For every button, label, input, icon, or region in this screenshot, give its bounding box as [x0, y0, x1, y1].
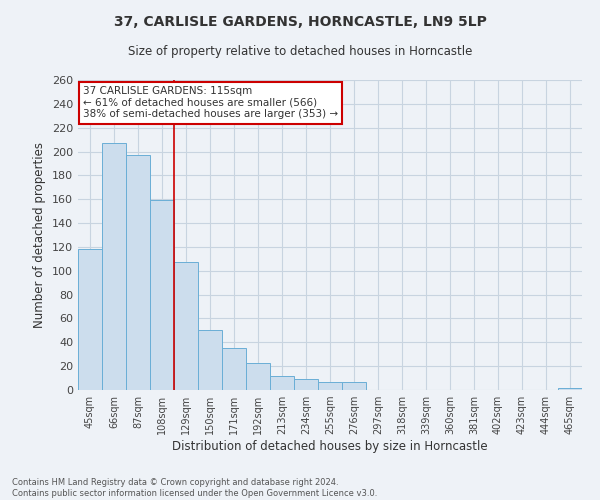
Bar	[78, 250, 102, 390]
Text: Size of property relative to detached houses in Horncastle: Size of property relative to detached ho…	[128, 45, 472, 58]
Bar	[294, 380, 318, 390]
Bar	[102, 143, 126, 390]
Bar	[150, 200, 174, 390]
Bar	[270, 376, 294, 390]
Text: 37, CARLISLE GARDENS, HORNCASTLE, LN9 5LP: 37, CARLISLE GARDENS, HORNCASTLE, LN9 5L…	[113, 15, 487, 29]
Text: 37 CARLISLE GARDENS: 115sqm
← 61% of detached houses are smaller (566)
38% of se: 37 CARLISLE GARDENS: 115sqm ← 61% of det…	[83, 86, 338, 120]
Y-axis label: Number of detached properties: Number of detached properties	[34, 142, 46, 328]
Bar	[558, 388, 582, 390]
Bar	[174, 262, 198, 390]
Bar	[318, 382, 342, 390]
X-axis label: Distribution of detached houses by size in Horncastle: Distribution of detached houses by size …	[172, 440, 488, 453]
Bar	[342, 382, 366, 390]
Bar	[246, 362, 270, 390]
Text: Contains HM Land Registry data © Crown copyright and database right 2024.
Contai: Contains HM Land Registry data © Crown c…	[12, 478, 377, 498]
Bar	[126, 155, 150, 390]
Bar	[198, 330, 222, 390]
Bar	[222, 348, 246, 390]
